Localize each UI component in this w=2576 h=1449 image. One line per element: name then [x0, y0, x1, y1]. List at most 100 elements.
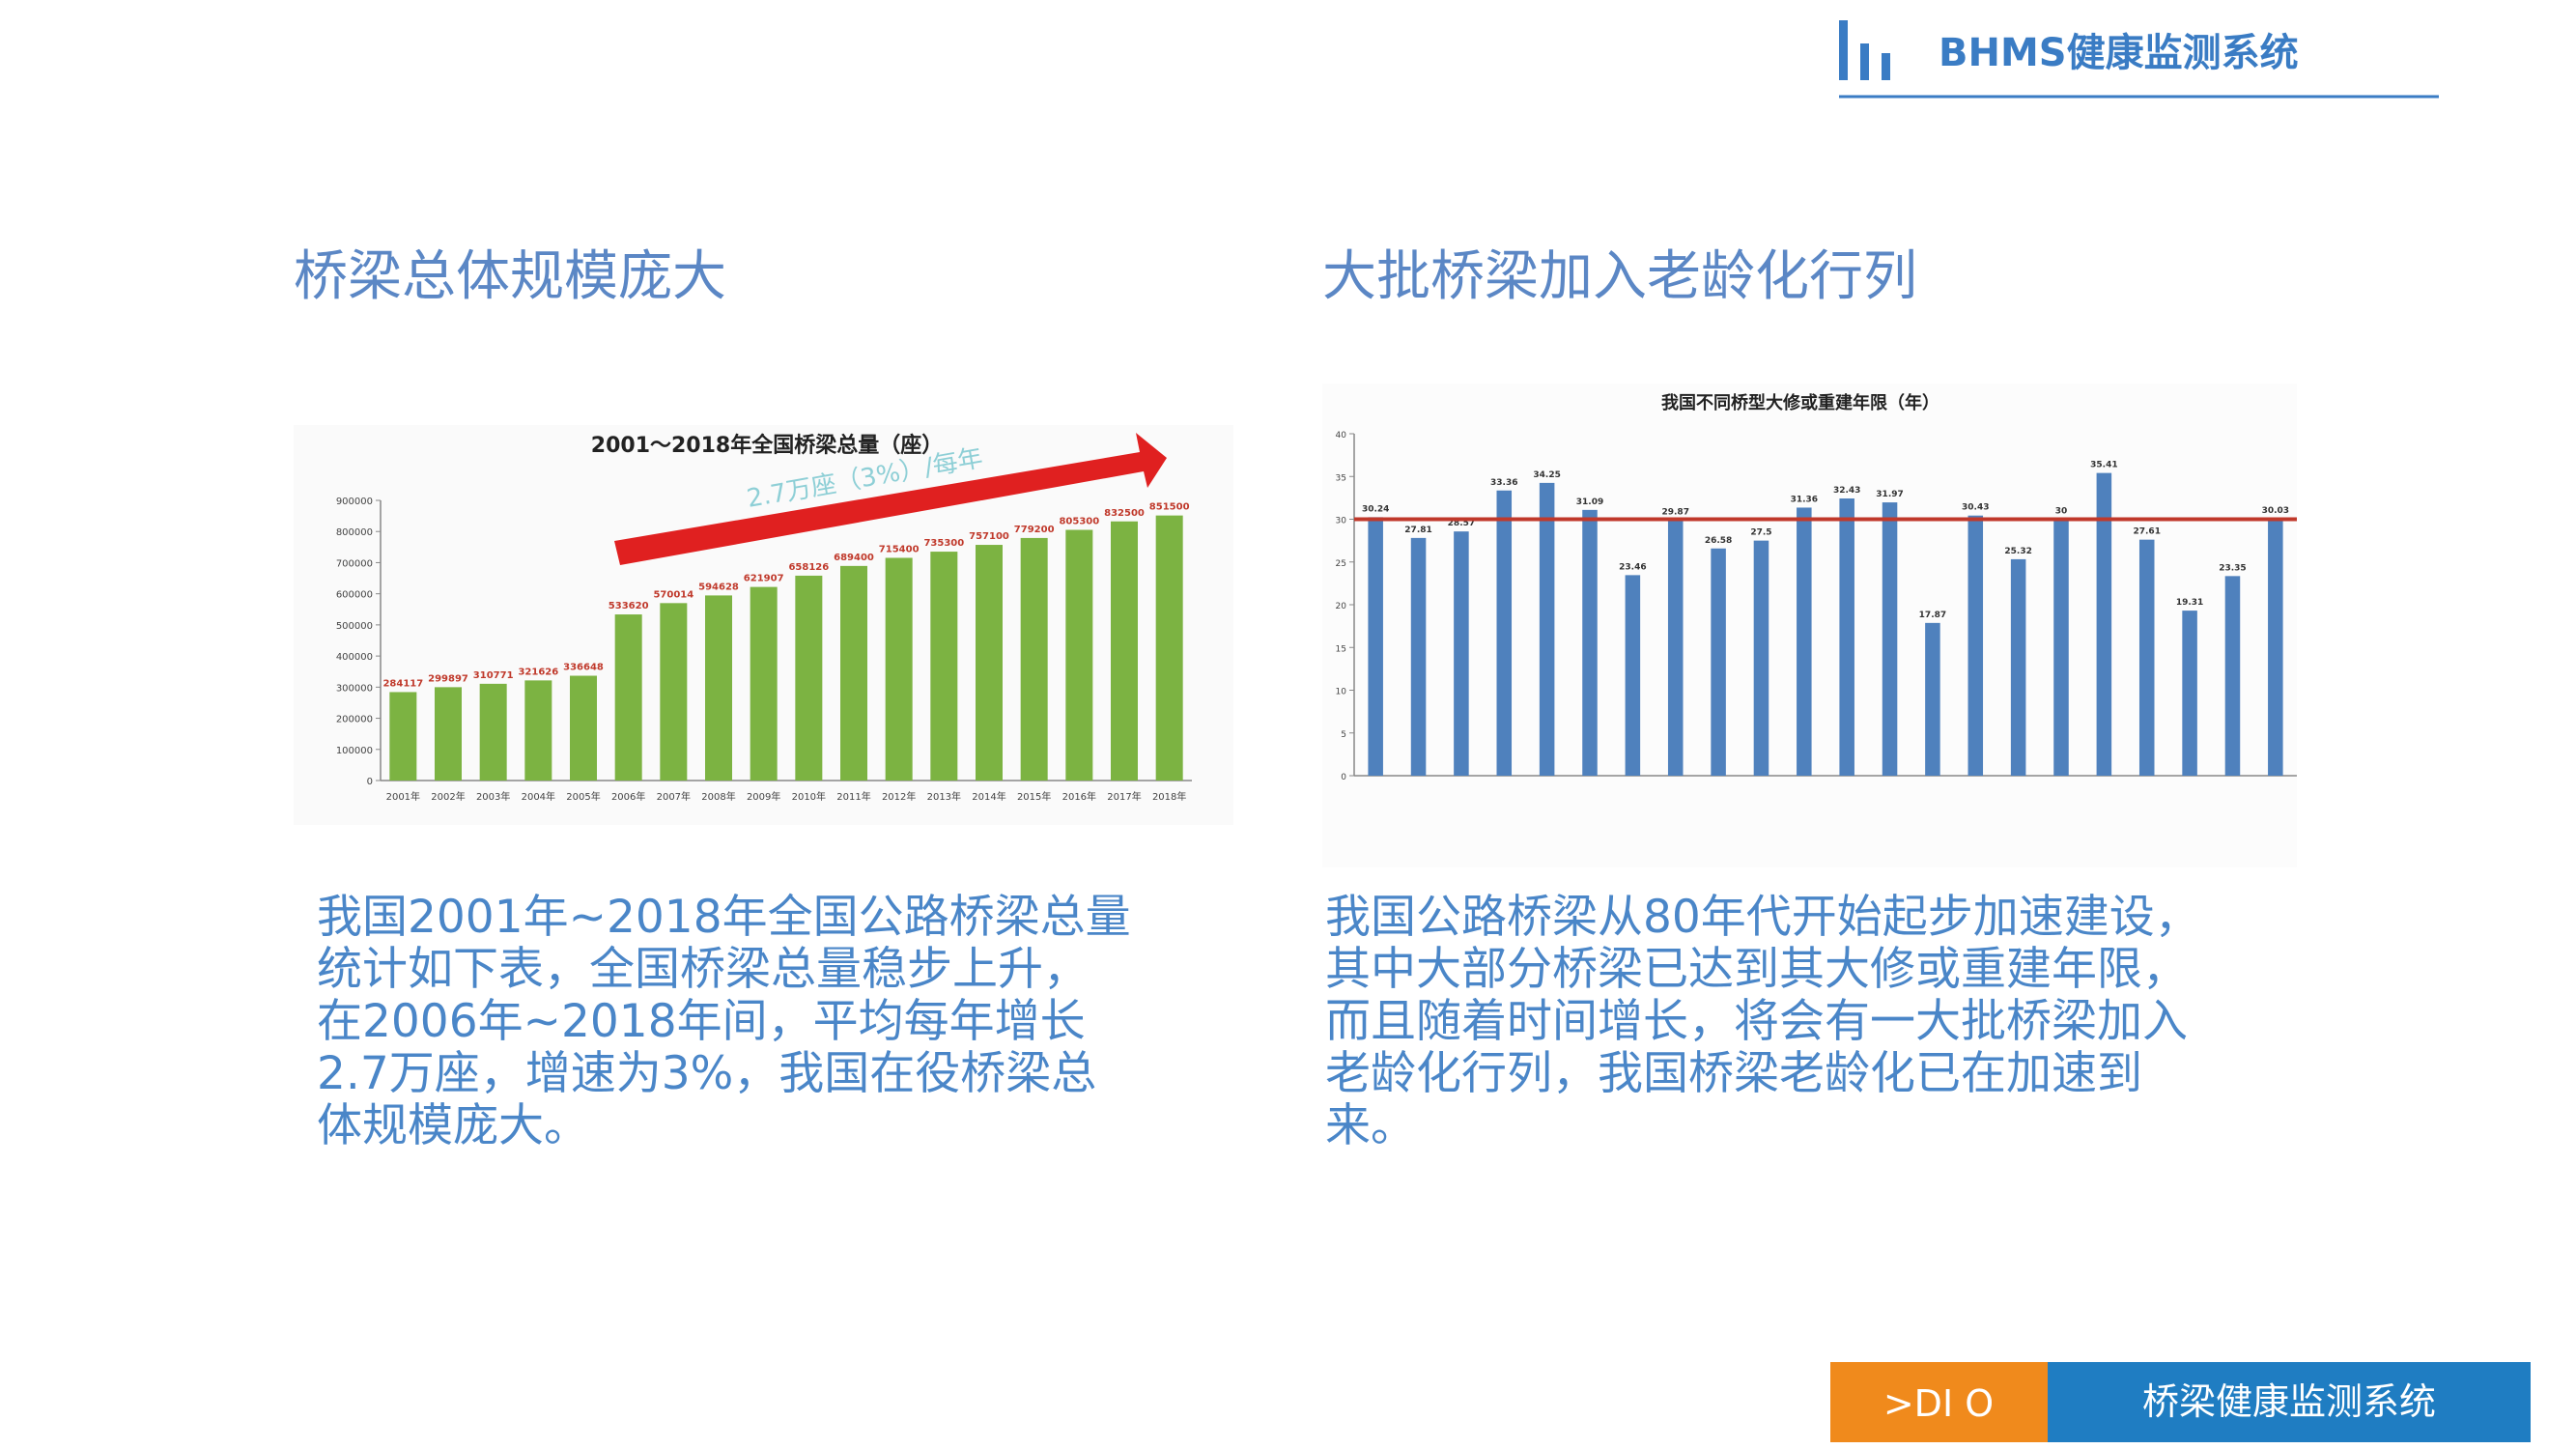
- bar: [1368, 517, 1383, 776]
- x-tick-label: 2013年: [927, 790, 961, 803]
- paragraph-line: 统计如下表，全国桥梁总量稳步上升，: [317, 943, 1089, 996]
- data-label: 30.24: [1362, 504, 1389, 514]
- bar: [2010, 558, 2026, 776]
- footer-title: 桥梁健康监测系统: [2142, 1380, 2436, 1423]
- data-label: 757100: [969, 531, 1009, 542]
- paragraph-line: 在2006年~2018年间，平均每年增长: [317, 995, 1086, 1048]
- data-label: 31.09: [1576, 497, 1603, 507]
- bar: [930, 552, 958, 781]
- bar: [614, 614, 642, 781]
- data-label: 30.03: [2262, 506, 2289, 516]
- x-tick-label: 2012年: [882, 790, 916, 803]
- x-tick-label: 2016年: [1062, 790, 1096, 803]
- y-tick-label: 0: [1341, 773, 1346, 782]
- chart-title: 2001～2018年全国桥梁总量（座）: [591, 433, 943, 458]
- data-label: 29.87: [1661, 508, 1688, 518]
- data-label: 715400: [879, 544, 920, 554]
- data-label: 594628: [698, 582, 739, 592]
- data-label: 33.36: [1490, 478, 1517, 488]
- chart-title: 我国不同桥型大修或重建年限（年）: [1661, 392, 1939, 413]
- data-label: 25.32: [2004, 547, 2031, 556]
- data-label: 779200: [1014, 525, 1055, 535]
- left-heading: 桥梁总体规模庞大: [294, 247, 726, 307]
- paragraph-line: 其中大部分桥梁已达到其大修或重建年限，: [1325, 943, 2188, 996]
- bar: [795, 575, 823, 781]
- right-heading: 大批桥梁加入老龄化行列: [1322, 247, 1917, 307]
- bar: [1753, 540, 1769, 776]
- bar: [479, 683, 507, 781]
- data-label: 832500: [1104, 508, 1145, 519]
- y-tick-label: 20: [1336, 602, 1347, 611]
- data-label: 30.43: [1962, 503, 1989, 513]
- data-label: 336648: [563, 663, 604, 673]
- x-tick-label: 2002年: [431, 790, 465, 803]
- data-label: 32.43: [1833, 486, 1860, 496]
- x-tick-label: 2003年: [476, 790, 510, 803]
- data-label: 299897: [428, 673, 468, 684]
- y-tick-label: 100000: [336, 746, 373, 756]
- bar: [1410, 537, 1427, 776]
- data-label: 26.58: [1705, 536, 1732, 546]
- bar: [2224, 576, 2241, 776]
- bar: [1797, 507, 1812, 776]
- data-label: 689400: [834, 553, 874, 563]
- bar: [1625, 575, 1641, 776]
- x-tick-label: 2018年: [1152, 790, 1186, 803]
- bar: [976, 545, 1003, 781]
- data-label: 27.5: [1750, 528, 1771, 538]
- bar: [1967, 515, 1984, 776]
- logo: [1839, 20, 1890, 80]
- bar: [1020, 537, 1048, 781]
- paragraph-line: 我国2001年~2018年全国公路桥梁总量: [317, 891, 1131, 944]
- data-label: 34.25: [1533, 470, 1560, 480]
- bar: [2182, 611, 2197, 776]
- data-label: 31.36: [1791, 495, 1818, 504]
- y-tick-label: 500000: [336, 621, 373, 632]
- data-label: 735300: [923, 538, 964, 549]
- data-label: 851500: [1149, 502, 1190, 513]
- y-tick-label: 0: [367, 777, 373, 787]
- y-tick-label: 5: [1341, 730, 1346, 740]
- bar: [524, 680, 552, 781]
- y-tick-label: 300000: [336, 683, 373, 694]
- paragraph-line: 体规模庞大。: [317, 1099, 589, 1152]
- y-tick-label: 800000: [336, 527, 373, 538]
- bar: [570, 675, 597, 781]
- bar: [840, 565, 867, 781]
- paragraph-line: 老龄化行列，我国桥梁老龄化已在加速到: [1325, 1047, 2142, 1100]
- y-tick-label: 900000: [336, 497, 373, 507]
- bar: [1065, 529, 1093, 781]
- y-tick-label: 15: [1336, 644, 1346, 654]
- x-tick-label: 2011年: [836, 790, 870, 803]
- bar: [2268, 519, 2283, 776]
- y-tick-label: 400000: [336, 652, 373, 663]
- footer-title-box: [2048, 1362, 2531, 1442]
- x-tick-label: 2007年: [657, 790, 691, 803]
- bar: [2138, 539, 2155, 776]
- x-tick-label: 2009年: [747, 790, 780, 803]
- x-tick-label: 2017年: [1107, 790, 1141, 803]
- bar: [885, 557, 913, 781]
- bar: [2053, 519, 2069, 776]
- data-label: 310771: [473, 670, 514, 681]
- x-tick-label: 2004年: [522, 790, 555, 803]
- paragraph-line: 而且随着时间增长，将会有一大批桥梁加入: [1325, 995, 2188, 1048]
- bar: [1839, 497, 1854, 776]
- x-tick-label: 2014年: [972, 790, 1005, 803]
- paragraph-line: 我国公路桥梁从80年代开始起步加速建设，: [1325, 891, 2200, 944]
- y-tick-label: 35: [1336, 473, 1346, 483]
- bar: [2096, 472, 2112, 776]
- data-label: 533620: [609, 601, 649, 611]
- data-label: 658126: [788, 562, 829, 573]
- data-label: 27.61: [2133, 527, 2160, 537]
- x-tick-label: 2005年: [566, 790, 600, 803]
- footer-tag: >DI O: [1883, 1382, 1994, 1425]
- footer-tag-box: [1830, 1362, 2048, 1442]
- x-tick-label: 2015年: [1017, 790, 1051, 803]
- bar: [1155, 515, 1183, 781]
- header-title: BHMS健康监测系统: [1939, 31, 2299, 75]
- x-tick-label: 2006年: [611, 790, 645, 803]
- bar: [1582, 509, 1598, 776]
- bar: [1882, 502, 1898, 776]
